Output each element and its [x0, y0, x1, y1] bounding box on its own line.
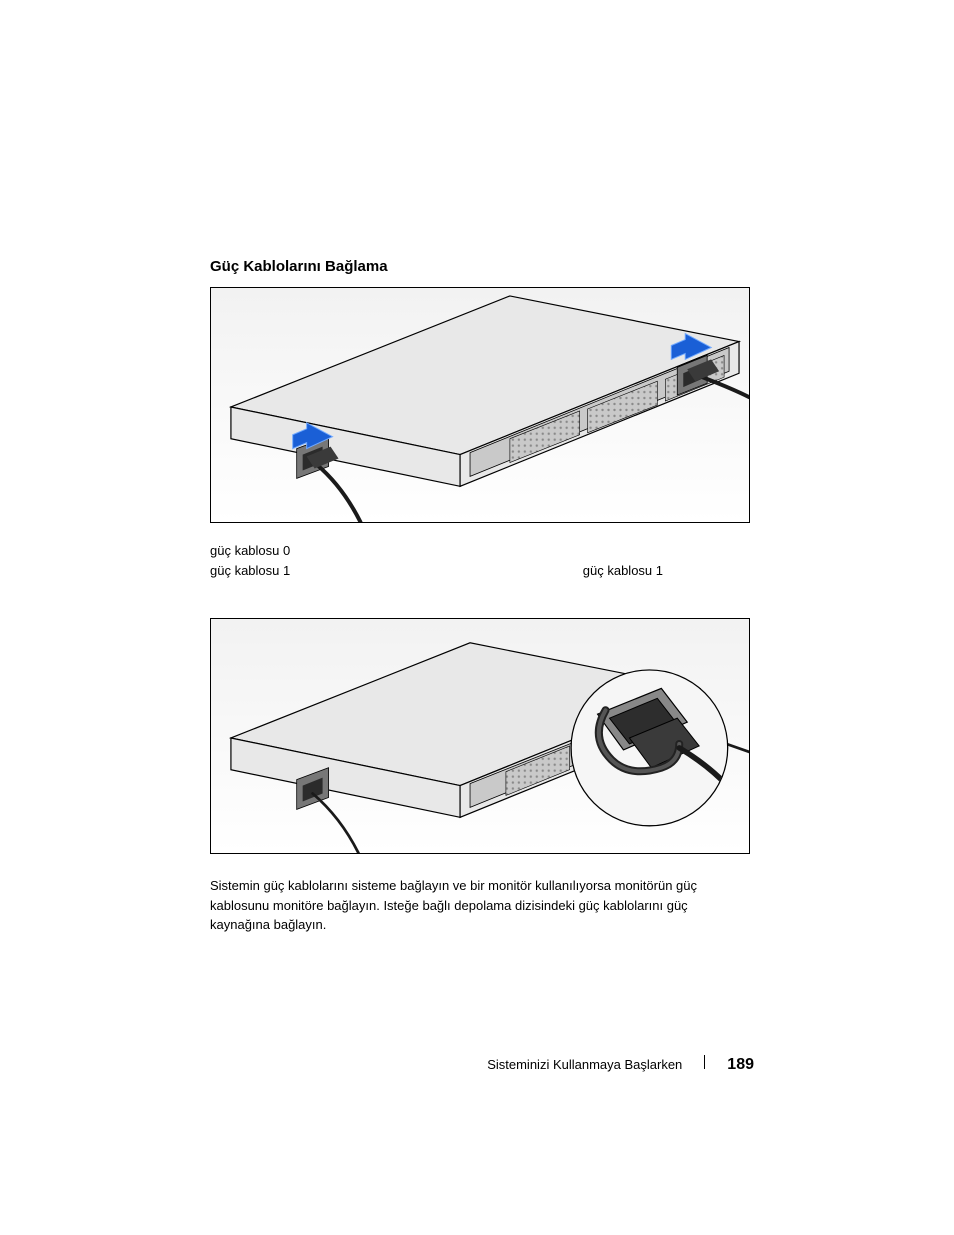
paragraph-2: Sistemin güç kablolarını sisteme bağlayı…	[210, 876, 750, 935]
illustration-2	[210, 618, 750, 854]
footer-divider	[704, 1055, 705, 1069]
page: Güç Kablolarını Bağlama	[0, 0, 954, 1235]
annot-line-1: güç kablosu 0	[210, 541, 750, 561]
illustration-1	[210, 287, 750, 523]
footer-label: Sisteminizi Kullanmaya Başlarken	[487, 1057, 682, 1072]
figure-caption: Güç Kablolarını Bağlama	[210, 258, 750, 275]
content-column: Güç Kablolarını Bağlama	[210, 258, 750, 935]
illustration-1-annotation: güç kablosu 0 güç kablosu 1 güç kablosu …	[210, 541, 750, 580]
page-number: 189	[727, 1056, 754, 1074]
annot-line-2: güç kablosu 1 güç kablosu 1	[210, 561, 750, 581]
